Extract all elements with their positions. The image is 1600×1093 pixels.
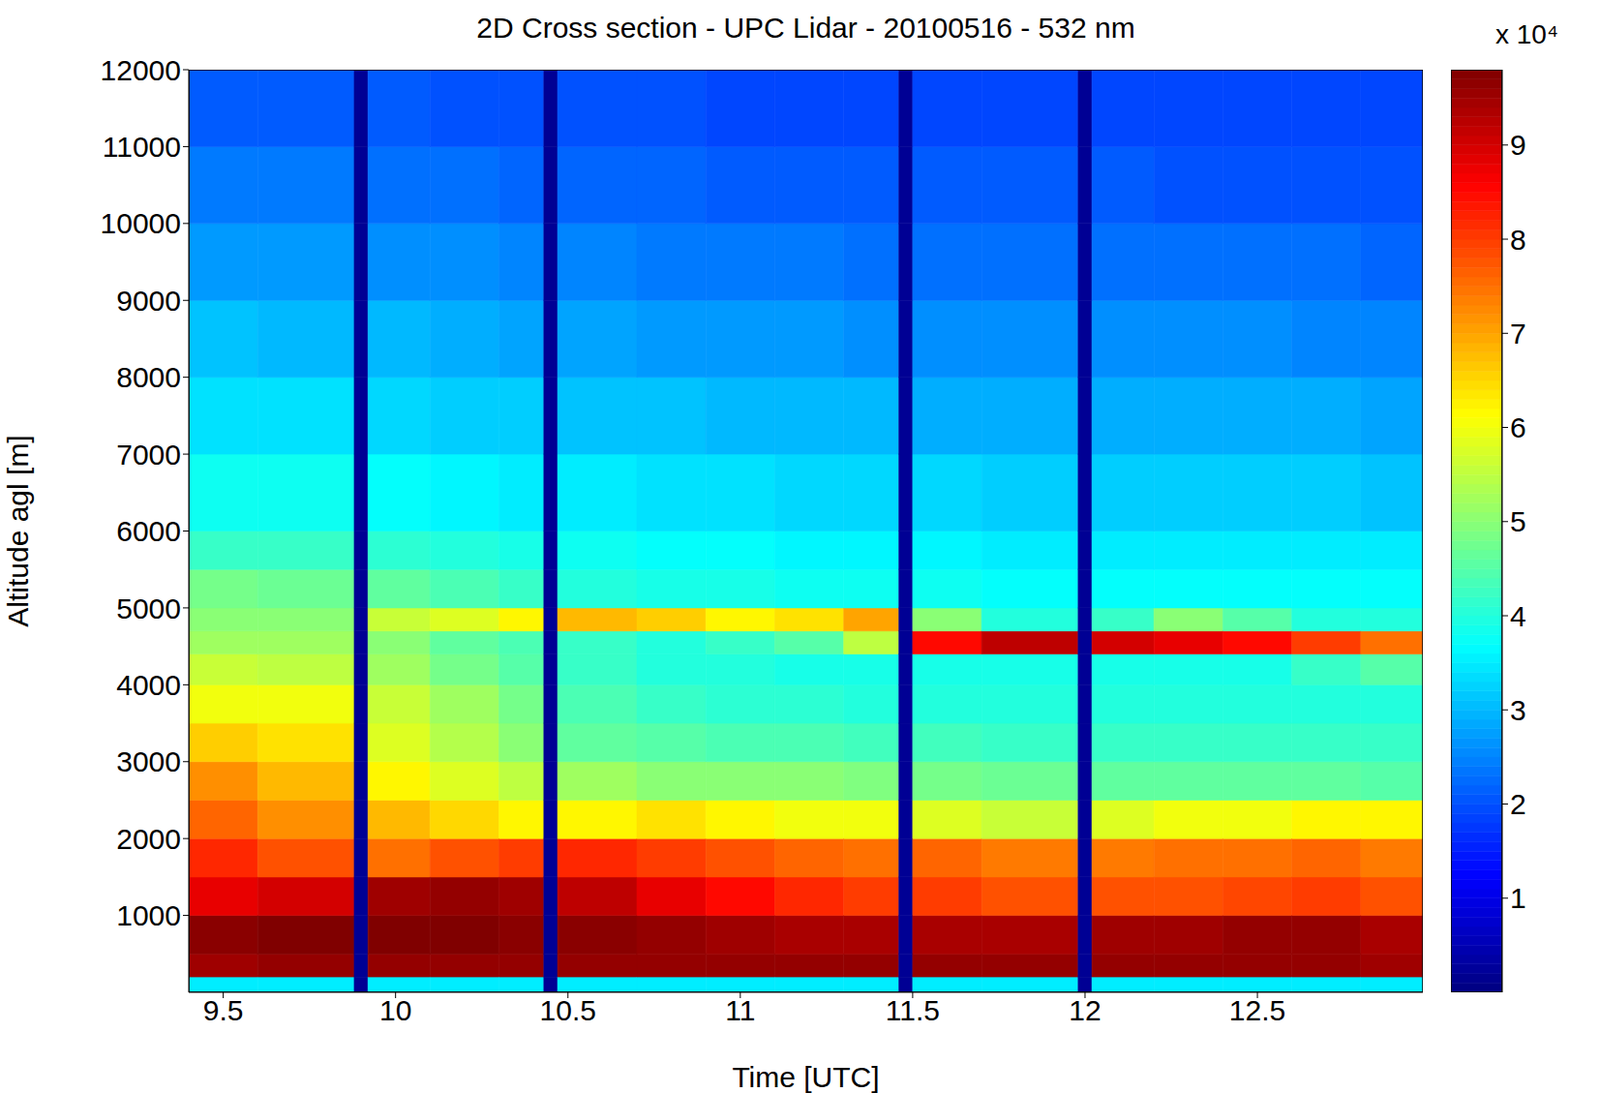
- svg-text:7: 7: [1509, 317, 1527, 350]
- html-text:2D Cross section - UPC Lidar -: 2D Cross section - UPC Lidar - 20100516 …: [476, 11, 1136, 44]
- svg-text:9: 9: [1509, 128, 1527, 161]
- svg-text:10000: 10000: [100, 207, 182, 240]
- svg-text:9.5: 9.5: [203, 994, 244, 1027]
- svg-text:3000: 3000: [116, 745, 182, 778]
- svg-text:10: 10: [379, 994, 412, 1027]
- svg-text:6: 6: [1509, 411, 1527, 444]
- svg-text:1: 1: [1509, 881, 1527, 914]
- svg-text:1000: 1000: [116, 899, 182, 932]
- svg-text:11: 11: [724, 994, 755, 1027]
- svg-text:Altitude agl [m]: Altitude agl [m]: [1, 434, 34, 627]
- svg-text:11.5: 11.5: [885, 994, 940, 1027]
- svg-text:Time [UTC]: Time [UTC]: [731, 1060, 879, 1093]
- svg-text:12: 12: [1068, 994, 1101, 1027]
- svg-text:10.5: 10.5: [540, 994, 597, 1027]
- svg-text:3: 3: [1509, 694, 1527, 726]
- svg-text:4: 4: [1509, 600, 1527, 633]
- svg-text:7000: 7000: [116, 438, 182, 471]
- svg-text:6000: 6000: [116, 514, 182, 547]
- html-text:x 10⁴: x 10⁴: [1495, 19, 1559, 50]
- svg-text:5000: 5000: [116, 592, 182, 625]
- svg-text:8000: 8000: [116, 361, 182, 393]
- svg-text:4000: 4000: [116, 668, 182, 701]
- svg-text:8: 8: [1509, 223, 1527, 256]
- svg-text:12.5: 12.5: [1229, 994, 1286, 1027]
- svg-text:5: 5: [1509, 505, 1527, 538]
- svg-text:12000: 12000: [100, 54, 182, 87]
- svg-text:9000: 9000: [116, 284, 182, 317]
- svg-text:11000: 11000: [102, 130, 182, 163]
- svg-text:2: 2: [1509, 787, 1527, 820]
- svg-text:2000: 2000: [116, 822, 182, 855]
